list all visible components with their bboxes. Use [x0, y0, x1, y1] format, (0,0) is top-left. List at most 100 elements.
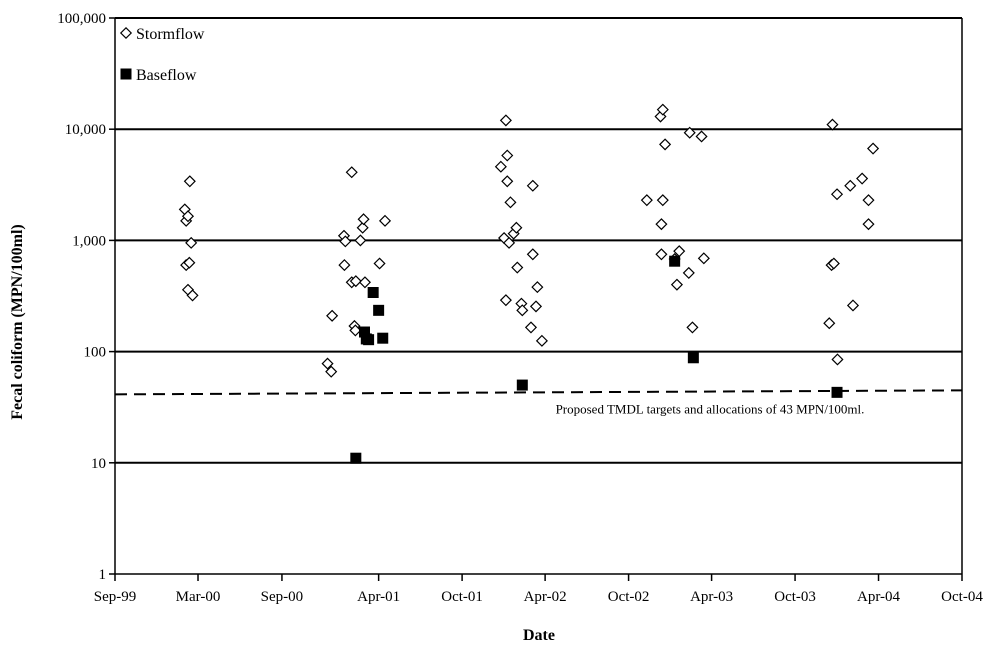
stormflow-point	[867, 142, 880, 155]
stormflow-point	[185, 236, 198, 249]
stormflow-point	[501, 149, 514, 162]
stormflow-point	[183, 256, 196, 269]
x-tick-label: Apr-02	[524, 589, 567, 605]
stormflow-point	[526, 179, 539, 192]
y-tick-label: 100,000	[57, 11, 106, 27]
stormflow-point	[499, 114, 512, 127]
stormflow-point	[535, 334, 548, 347]
stormflow-point	[695, 130, 708, 143]
stormflow-point	[655, 218, 668, 231]
stormflow-point	[321, 357, 334, 370]
stormflow-point	[654, 110, 667, 123]
stormflow-point	[826, 118, 839, 131]
x-tick-label: Oct-01	[441, 589, 483, 605]
baseflow-point	[669, 255, 681, 267]
stormflow-point	[181, 210, 195, 223]
tmdl-reference-line-group: Proposed TMDL targets and allocations of…	[114, 389, 963, 416]
y-tick-label: 10,000	[65, 122, 106, 138]
stormflow-point	[655, 248, 668, 261]
x-tick-label: Oct-02	[608, 589, 650, 605]
stormflow-point	[683, 126, 696, 139]
data-points	[178, 103, 880, 464]
stormflow-point	[856, 172, 869, 185]
stormflow-point	[338, 259, 351, 272]
stormflow-point	[686, 321, 699, 334]
stormflow-point	[670, 278, 683, 291]
stormflow-point	[862, 194, 875, 207]
x-axis-ticks: Sep-99 Mar-00 Sep-00 Apr-01 Oct-01 Apr-02 Oct-…	[94, 574, 983, 605]
y-axis-label: Fecal coliform (MPN/100ml)	[9, 224, 26, 419]
stormflow-point	[349, 275, 362, 288]
stormflow-point	[656, 194, 669, 207]
stormflow-point	[510, 221, 523, 234]
stormflow-point	[357, 213, 370, 226]
stormflow-point	[186, 289, 199, 302]
stormflow-point	[656, 103, 669, 116]
x-axis-label: Date	[523, 627, 555, 644]
y-tick-label: 1,000	[72, 233, 106, 249]
stormflow-point	[831, 353, 844, 366]
x-tick-label: Sep-99	[94, 589, 137, 605]
baseflow-point	[687, 352, 699, 364]
stormflow-point	[339, 235, 352, 248]
stormflow-point	[325, 365, 338, 378]
y-tick-label: 100	[84, 345, 107, 361]
stormflow-point	[511, 261, 524, 274]
legend-stormflow-label: Stormflow	[136, 26, 205, 43]
stormflow-point	[183, 175, 196, 188]
stormflow-point	[356, 221, 369, 234]
stormflow-point	[862, 218, 875, 231]
stormflow-point	[378, 214, 392, 227]
stormflow-point	[659, 138, 672, 151]
legend-stormflow-marker	[119, 26, 133, 40]
y-tick-label: 10	[91, 456, 106, 472]
x-tick-label: Apr-03	[690, 589, 733, 605]
stormflow-point	[529, 300, 543, 313]
baseflow-point	[377, 332, 389, 344]
legend-baseflow-marker	[120, 68, 132, 80]
stormflow-point	[830, 188, 844, 201]
x-tick-label: Apr-04	[857, 589, 901, 605]
stormflow-point	[846, 299, 860, 312]
baseflow-point	[516, 379, 528, 391]
stormflow-point	[640, 194, 653, 207]
tmdl-reference-label: Proposed TMDL targets and allocations of…	[556, 401, 865, 416]
baseflow-point	[363, 334, 375, 346]
baseflow-point	[350, 452, 362, 464]
stormflow-point	[349, 324, 362, 337]
y-tick-label: 1	[99, 567, 107, 583]
y-axis-ticks: 1 10 100 1,000 10,000 100,000	[57, 11, 115, 583]
stormflow-point	[499, 294, 512, 307]
baseflow-point	[358, 326, 370, 338]
stormflow-point	[501, 175, 514, 188]
stormflow-point	[504, 196, 517, 209]
stormflow-point	[682, 266, 695, 279]
baseflow-point	[367, 286, 379, 298]
stormflow-point	[827, 257, 840, 270]
stormflow-point	[516, 304, 529, 317]
stormflow-point	[524, 321, 538, 334]
stormflow-point	[358, 276, 371, 289]
x-tick-label: Oct-03	[774, 589, 816, 605]
tmdl-reference-line	[114, 389, 963, 396]
stormflow-point	[345, 166, 358, 179]
stormflow-point	[354, 234, 367, 247]
baseflow-point	[373, 304, 385, 316]
stormflow-point	[494, 160, 507, 173]
legend-baseflow-label: Baseflow	[136, 67, 197, 84]
x-tick-label: Apr-01	[357, 589, 400, 605]
grid-lines	[115, 17, 962, 464]
stormflow-point	[503, 236, 516, 249]
stormflow-point	[526, 248, 539, 261]
stormflow-point	[326, 309, 339, 322]
stormflow-point	[531, 281, 544, 294]
x-tick-label: Oct-04	[941, 589, 983, 605]
x-tick-label: Mar-00	[176, 589, 221, 605]
baseflow-point	[831, 386, 843, 398]
stormflow-point	[373, 257, 386, 270]
stormflow-point	[844, 179, 857, 192]
legend: Stormflow Baseflow	[119, 26, 205, 84]
stormflow-point	[697, 252, 710, 265]
axes	[114, 18, 963, 575]
